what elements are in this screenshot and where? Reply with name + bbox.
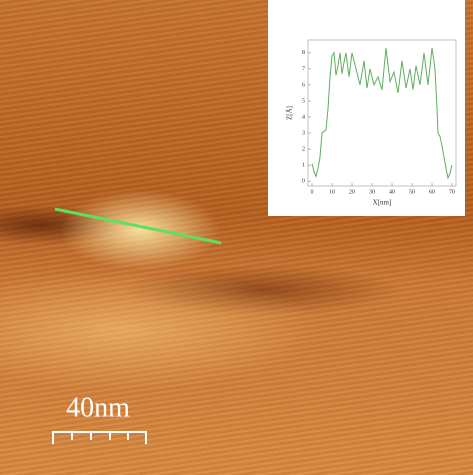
inset-chart: 0 10 20 30 40 50 60 70 0 1 2 3 4 5 6 7 8 X[nm] Z[Å] xyxy=(286,39,457,207)
x-tick-label: 10 xyxy=(329,189,335,195)
y-tick-label: 4 xyxy=(302,114,305,120)
x-tick-label: 20 xyxy=(349,189,355,195)
y-tick-label: 7 xyxy=(302,66,305,72)
inset-background xyxy=(268,0,465,216)
x-tick-label: 60 xyxy=(429,189,435,195)
x-tick-label: 70 xyxy=(449,189,455,195)
y-axis-label: Z[Å] xyxy=(286,106,294,120)
x-tick-label: 40 xyxy=(389,189,395,195)
x-axis-label: X[nm] xyxy=(373,199,392,207)
y-tick-label: 2 xyxy=(302,146,305,152)
profile-line xyxy=(54,207,222,245)
plot-frame xyxy=(307,39,457,187)
y-tick-label: 0 xyxy=(302,179,305,185)
y-tick-label: 8 xyxy=(302,50,305,56)
x-tick-label: 30 xyxy=(369,189,375,195)
x-tick-label: 50 xyxy=(409,189,415,195)
profile-curve xyxy=(311,47,453,180)
x-tick-label: 0 xyxy=(311,189,314,195)
y-tick-label: 6 xyxy=(302,82,305,88)
scale-bar-label: 40nm xyxy=(66,392,130,423)
y-tick-label: 5 xyxy=(302,98,305,104)
scale-bar xyxy=(52,431,147,444)
y-tick-label: 1 xyxy=(302,163,305,169)
y-tick-label: 3 xyxy=(302,130,305,136)
